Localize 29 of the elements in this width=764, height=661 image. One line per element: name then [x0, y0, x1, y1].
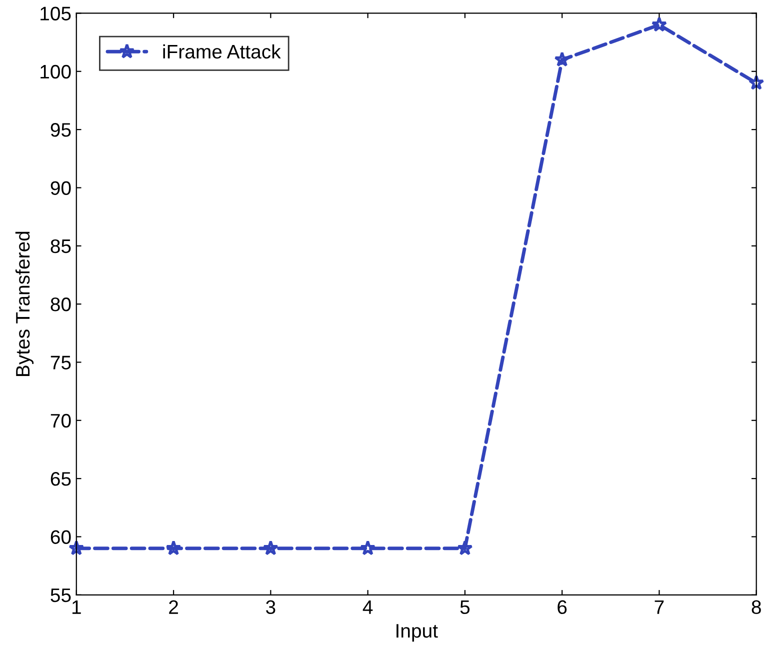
y-tick-label: 90: [50, 181, 71, 195]
point: [651, 16, 668, 32]
x-tick-label: 1: [72, 600, 81, 614]
point: [262, 540, 279, 556]
y-axis-title: Bytes Transfered: [15, 232, 34, 376]
point: [166, 540, 182, 556]
y-tick-label: 55: [50, 588, 71, 602]
x-tick-label: 5: [460, 600, 470, 614]
y-tick-label: 95: [50, 123, 71, 137]
x-axis-title: Input: [396, 624, 438, 642]
point: [360, 540, 376, 556]
y-tick-label: 105: [40, 6, 71, 20]
y-tick-label: 80: [50, 298, 71, 312]
y-tick-label: 65: [50, 472, 71, 486]
x-tick-label: 4: [362, 600, 373, 614]
point: [554, 52, 570, 67]
y-tick-label: 100: [40, 64, 71, 79]
x-tick-label: 6: [558, 600, 567, 614]
point: [457, 540, 473, 556]
x-tick-label: 8: [752, 600, 761, 614]
x-tick-label: 2: [169, 600, 178, 614]
y-tick-label: 70: [50, 414, 71, 428]
x-tick-label: 7: [654, 600, 664, 614]
y-tick-label: 60: [50, 530, 71, 544]
y-tick-label: 85: [50, 239, 71, 254]
x-tick-label: 3: [266, 600, 276, 614]
y-tick-label: 75: [50, 356, 71, 370]
legend-label: iFrame Attack: [163, 44, 281, 59]
point: [748, 74, 764, 90]
